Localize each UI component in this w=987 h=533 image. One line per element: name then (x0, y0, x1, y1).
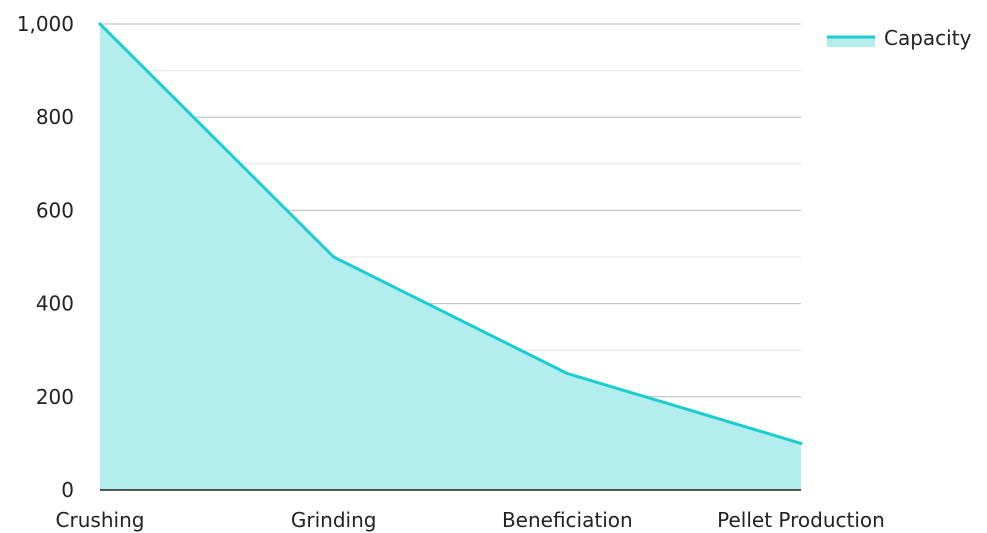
legend-label-capacity: Capacity (884, 26, 972, 50)
legend-swatch-fill (827, 37, 875, 47)
x-tick-label: Grinding (291, 508, 377, 532)
legend: Capacity (827, 26, 972, 50)
x-tick-label: Crushing (56, 508, 145, 532)
data-point-crushing (98, 22, 102, 26)
area-layer (98, 22, 803, 490)
y-tick-label: 400 (36, 292, 74, 316)
y-tick-label: 800 (36, 105, 74, 129)
y-axis-ticks: 0 200 400 600 800 1,000 (17, 12, 74, 502)
data-point-pellet-production (799, 441, 803, 445)
data-point-beneficiation (565, 372, 569, 375)
y-tick-label: 600 (36, 198, 74, 222)
x-tick-label: Beneficiation (502, 508, 633, 532)
x-tick-label: Pellet Production (717, 508, 885, 532)
y-tick-label: 200 (36, 385, 74, 409)
data-point-grinding (332, 255, 336, 259)
x-axis-ticks: Crushing Grinding Beneficiation Pellet Prod… (56, 508, 885, 532)
series-line (98, 22, 803, 445)
series-area-fill (100, 24, 801, 490)
y-tick-label: 0 (61, 478, 74, 502)
y-tick-label: 1,000 (17, 12, 74, 36)
